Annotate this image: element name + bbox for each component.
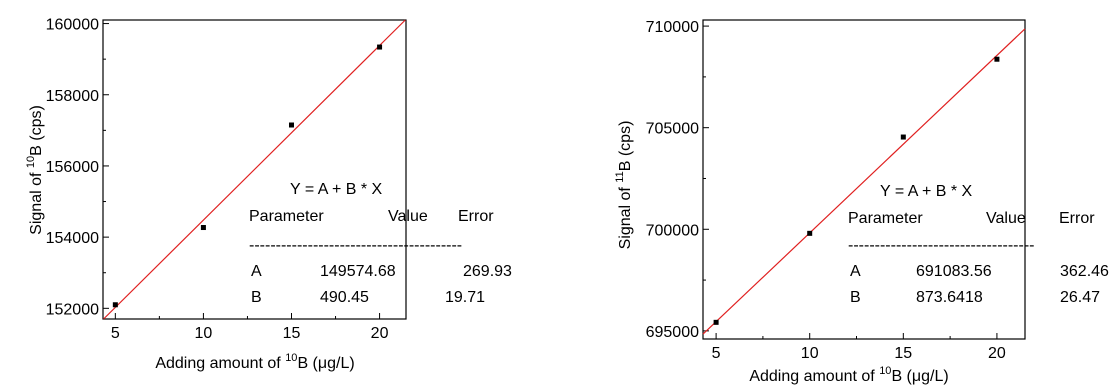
left-fit-header-parameter: Parameter <box>249 208 324 225</box>
left-data-point-20 <box>377 44 383 50</box>
left-y-axis-label: Signal of 10B (cps) <box>25 105 45 235</box>
left-y-tick-label-154000: 154000 <box>46 230 99 247</box>
left-y-tick-label-160000: 160000 <box>46 17 99 34</box>
right-data-point-15 <box>900 134 906 140</box>
left-data-point-10 <box>200 225 206 231</box>
right-y-tick-label-710000: 710000 <box>646 19 699 36</box>
left-fit-line <box>103 19 406 320</box>
left-data-point-15 <box>288 122 294 128</box>
right-fit-row-a-param: A <box>850 263 861 280</box>
right-plot-frame <box>702 19 1026 340</box>
right-fit-header-error: Error <box>1059 210 1095 227</box>
left-fit-header-value: Value <box>388 208 428 225</box>
right-y-tick-label-695000: 695000 <box>646 324 699 341</box>
left-fit-equation: Y = A + B * X <box>290 181 383 198</box>
right-fit-separator: ----------------------------------- <box>848 237 1034 254</box>
right-fit-row-b-param: B <box>850 289 861 306</box>
right-x-axis-label: Adding amount of 10B (μg/L) <box>749 365 948 385</box>
right-y-axis-label: Signal of 11B (cps) <box>614 121 634 250</box>
left-y-tick-label-152000: 152000 <box>46 301 99 318</box>
left-fit-row-a-param: A <box>251 263 262 280</box>
left-x-tick-label-10: 10 <box>195 325 213 342</box>
left-x-tick-label-5: 5 <box>111 325 120 342</box>
left-fit-row-b-value: 490.45 <box>320 289 369 306</box>
left-fit-header-error: Error <box>458 208 494 225</box>
right-x-tick-label-20: 20 <box>988 345 1006 362</box>
left-fit-row-a-error: 269.93 <box>463 263 512 280</box>
right-fit-header-parameter: Parameter <box>848 210 923 227</box>
left-x-tick-label-15: 15 <box>283 325 301 342</box>
left-fit-table: Y = A + B * X Parameter Value Error ----… <box>249 181 512 306</box>
left-fit-row-a-value: 149574.68 <box>320 263 396 280</box>
left-plot-frame <box>102 19 407 320</box>
right-fit-row-a-value: 691083.56 <box>916 263 992 280</box>
right-data-point-10 <box>807 230 813 236</box>
right-fit-equation: Y = A + B * X <box>880 183 973 200</box>
right-fit-table: Y = A + B * X Parameter Value Error ----… <box>848 183 1109 306</box>
right-fit-row-b-error: 26.47 <box>1060 289 1100 306</box>
right-fit-row-a-error: 362.46 <box>1060 263 1109 280</box>
left-x-axis-label: Adding amount of 10B (μg/L) <box>155 352 354 372</box>
right-fit-header-value: Value <box>986 210 1026 227</box>
right-chart: 5 10 15 20 695000 700000 705000 710000 Adding a… <box>614 19 1109 385</box>
right-fit-row-b-value: 873.6418 <box>916 289 983 306</box>
left-chart: 5 10 15 20 152000 154000 156000 158000 160000 Ad… <box>25 17 512 372</box>
left-y-tick-label-158000: 158000 <box>46 88 99 105</box>
left-x-tick-label-20: 20 <box>371 325 389 342</box>
right-x-tick-label-5: 5 <box>712 345 721 362</box>
left-fit-row-b-param: B <box>251 289 262 306</box>
right-y-tick-label-705000: 705000 <box>646 121 699 138</box>
left-y-tick-label-156000: 156000 <box>46 159 99 176</box>
left-fit-separator: ---------------------------------------- <box>249 237 462 254</box>
right-data-point-20 <box>994 56 1000 62</box>
left-fit-row-b-error: 19.71 <box>445 289 485 306</box>
right-fit-line <box>702 28 1026 335</box>
left-data-point-5 <box>112 302 118 308</box>
right-data-point-5 <box>713 319 719 325</box>
right-x-tick-label-10: 10 <box>801 345 819 362</box>
right-y-tick-label-700000: 700000 <box>646 222 699 239</box>
right-x-tick-label-15: 15 <box>894 345 912 362</box>
